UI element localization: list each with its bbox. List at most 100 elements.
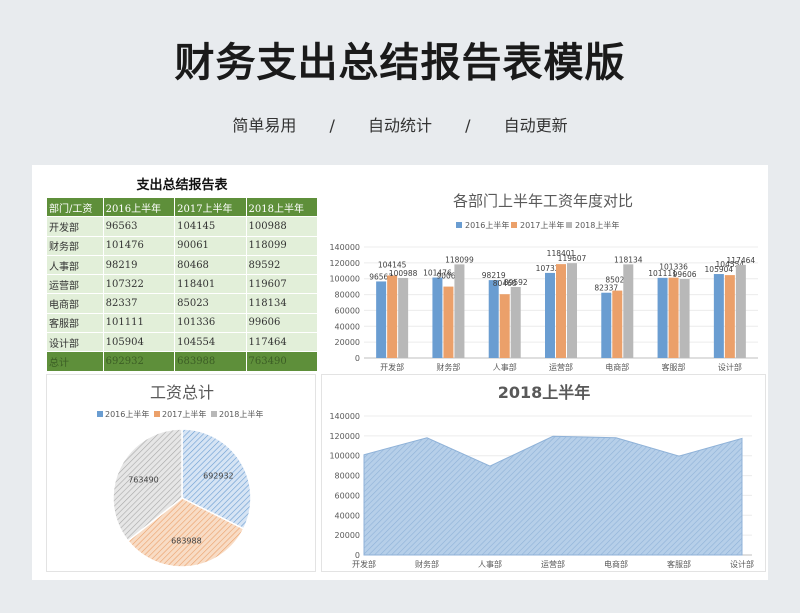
x-tick-label: 财务部 xyxy=(436,362,460,372)
total-cell[interactable]: 763490 xyxy=(245,351,319,372)
salary-cell[interactable]: 117464 xyxy=(245,332,319,353)
header-cell[interactable]: 2018上半年 xyxy=(245,196,319,218)
x-tick-label: 运营部 xyxy=(549,362,573,372)
x-tick-label: 运营部 xyxy=(541,559,565,569)
salary-cell[interactable]: 90061 xyxy=(174,235,247,256)
legend-swatch xyxy=(211,411,217,417)
bar xyxy=(556,264,566,358)
total-cell[interactable]: 总计 xyxy=(46,351,104,372)
table-row: 开发部 96563 104145 100988 xyxy=(46,216,319,237)
salary-cell[interactable]: 118134 xyxy=(245,293,319,314)
bar xyxy=(545,272,555,358)
department-cell[interactable]: 设计部 xyxy=(46,332,104,353)
tag-separator: / xyxy=(329,116,335,135)
x-tick-label: 开发部 xyxy=(380,362,404,372)
department-cell[interactable]: 财务部 xyxy=(46,235,104,256)
report-sheet: 支出总结报告表 部门/工资 2016上半年 2017上半年 2018上半年 开发… xyxy=(32,165,768,580)
area-series xyxy=(363,435,743,556)
table-row: 运营部 107322 118401 119607 xyxy=(46,274,319,295)
x-tick-label: 电商部 xyxy=(604,559,628,569)
data-label: 85023 xyxy=(605,276,629,285)
legend-label: 2017上半年 xyxy=(162,409,206,419)
salary-cell[interactable]: 82337 xyxy=(102,293,176,314)
total-cell[interactable]: 683988 xyxy=(174,351,247,372)
department-cell[interactable]: 客服部 xyxy=(46,312,104,334)
salary-cell[interactable]: 101336 xyxy=(174,312,247,334)
summary-table-section: 支出总结报告表 部门/工资 2016上半年 2017上半年 2018上半年 开发… xyxy=(46,177,319,372)
header-cell[interactable]: 部门/工资 xyxy=(46,196,104,218)
data-label: 100988 xyxy=(389,269,418,278)
bar xyxy=(454,264,465,358)
data-label: 101111 xyxy=(648,269,677,278)
data-label: 101476 xyxy=(423,269,452,278)
department-cell[interactable]: 运营部 xyxy=(46,274,104,295)
x-tick-label: 电商部 xyxy=(605,362,629,372)
salary-cell[interactable]: 101476 xyxy=(102,235,176,256)
salary-cell[interactable]: 80468 xyxy=(174,254,247,276)
legend-swatch xyxy=(456,222,462,228)
data-label: 90061 xyxy=(436,272,460,281)
y-tick-label: 60000 xyxy=(335,306,360,315)
bar-chart-panel: 各部门上半年工资年度对比 2016上半年 2017上半年 2018上半年 0 20000 4… xyxy=(320,177,766,374)
department-cell[interactable]: 人事部 xyxy=(46,254,104,276)
pie-slice xyxy=(112,428,183,542)
y-tick-label: 140000 xyxy=(329,243,360,252)
salary-cell[interactable]: 98219 xyxy=(102,254,176,276)
salary-cell[interactable]: 118401 xyxy=(174,274,247,295)
data-label: 98219 xyxy=(482,271,506,280)
bar xyxy=(432,277,443,358)
legend-label: 2016上半年 xyxy=(105,409,149,419)
salary-cell[interactable]: 85023 xyxy=(174,293,247,314)
tag-auto-update: 自动更新 xyxy=(503,116,568,135)
x-tick-label: 客服部 xyxy=(662,362,686,372)
legend-swatch xyxy=(566,222,572,228)
salary-cell[interactable]: 100988 xyxy=(245,216,319,237)
table-row: 电商部 82337 85023 118134 xyxy=(46,293,319,314)
salary-cell[interactable]: 104554 xyxy=(174,332,247,353)
x-tick-label: 财务部 xyxy=(415,559,439,569)
bar xyxy=(679,279,690,358)
salary-cell[interactable]: 107322 xyxy=(102,274,176,295)
data-label: 89592 xyxy=(504,278,528,287)
y-tick-label: 80000 xyxy=(335,472,360,481)
department-cell[interactable]: 开发部 xyxy=(46,216,104,237)
table-row: 设计部 105904 104554 117464 xyxy=(46,332,319,353)
department-cell[interactable]: 电商部 xyxy=(46,293,104,314)
header-cell[interactable]: 2016上半年 xyxy=(102,196,176,218)
data-label: 117464 xyxy=(727,256,756,265)
salary-cell[interactable]: 96563 xyxy=(102,216,176,237)
table-row: 人事部 98219 80468 89592 xyxy=(46,254,319,276)
bar xyxy=(567,263,577,358)
data-label: 683988 xyxy=(171,537,202,546)
table-row: 客服部 101111 101336 99606 xyxy=(46,312,319,334)
data-label: 104145 xyxy=(378,260,407,269)
area-chart-title: 2018上半年 xyxy=(498,383,591,402)
legend-label: 2017上半年 xyxy=(520,220,564,230)
salary-cell[interactable]: 101111 xyxy=(102,312,176,334)
salary-cell[interactable]: 89592 xyxy=(245,254,319,276)
tag-easy: 简单易用 xyxy=(232,116,297,135)
y-tick-label: 100000 xyxy=(329,452,360,461)
data-label: 96563 xyxy=(369,272,393,281)
table-title: 支出总结报告表 xyxy=(136,178,228,193)
y-tick-label: 120000 xyxy=(329,259,360,268)
table-header-row: 部门/工资 2016上半年 2017上半年 2018上半年 xyxy=(46,196,319,218)
legend-swatch xyxy=(154,411,160,417)
salary-cell[interactable]: 118099 xyxy=(245,235,319,256)
data-label: 80468 xyxy=(493,279,517,288)
header-cell[interactable]: 2017上半年 xyxy=(174,196,247,218)
bar-chart: 各部门上半年工资年度对比 2016上半年 2017上半年 2018上半年 0 20000 4… xyxy=(329,192,758,372)
salary-cell[interactable]: 104145 xyxy=(174,216,247,237)
bar-chart-title: 各部门上半年工资年度对比 xyxy=(453,192,633,210)
x-tick-label: 客服部 xyxy=(667,559,691,569)
x-tick-label: 人事部 xyxy=(493,362,517,372)
total-cell[interactable]: 692932 xyxy=(102,351,176,372)
salary-cell[interactable]: 99606 xyxy=(245,312,319,334)
data-label: 118134 xyxy=(614,255,643,264)
salary-cell[interactable]: 105904 xyxy=(102,332,176,353)
y-tick-label: 60000 xyxy=(335,491,360,500)
salary-cell[interactable]: 119607 xyxy=(245,274,319,295)
bar xyxy=(713,274,724,358)
pie-chart-title: 工资总计 xyxy=(150,383,214,402)
